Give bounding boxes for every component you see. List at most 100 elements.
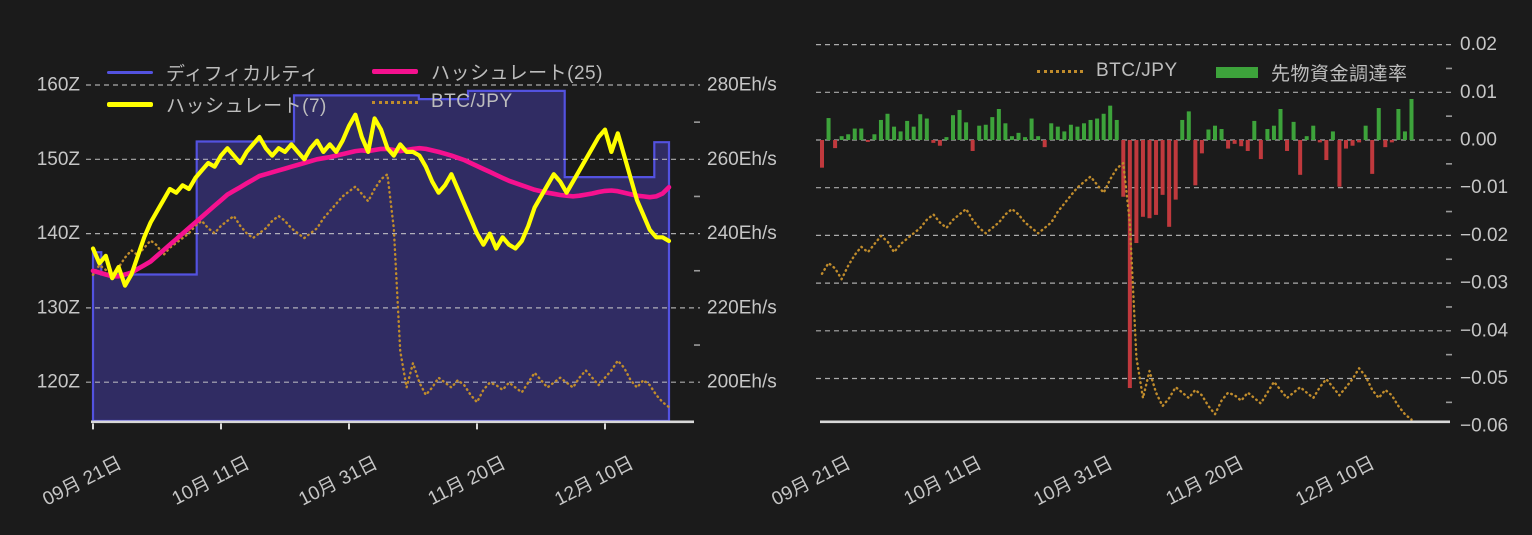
funding-bar-positive bbox=[951, 115, 955, 140]
btcjpy-line-left bbox=[91, 173, 671, 409]
x-tick bbox=[476, 423, 478, 430]
minor-tick bbox=[1446, 163, 1452, 165]
funding-bar-positive bbox=[977, 125, 982, 140]
funding-bar-positive bbox=[1016, 132, 1021, 140]
funding-y-axis-label: 0.02 bbox=[1460, 34, 1497, 55]
funding-bar-positive bbox=[1402, 131, 1407, 140]
x-tick bbox=[348, 423, 350, 430]
right-x-axis-label: 10月 11日 bbox=[901, 453, 986, 510]
funding-bar-negative bbox=[1226, 140, 1231, 149]
minor-tick bbox=[1446, 306, 1452, 308]
funding-bar-negative bbox=[1173, 140, 1178, 200]
legend-label-difficulty: ディフィカルティ bbox=[166, 64, 320, 85]
funding-bar-negative bbox=[833, 140, 838, 149]
funding-bar-positive bbox=[885, 113, 890, 140]
legend-item-btcjpy-right[interactable]: BTC/JPY bbox=[1037, 60, 1178, 82]
legend-label-hashrate25: ハッシュレート(25) bbox=[431, 63, 603, 84]
funding-bar-positive bbox=[911, 126, 916, 140]
funding-bar-positive bbox=[1003, 123, 1008, 140]
funding-bar-positive bbox=[898, 131, 903, 140]
funding-bar-positive bbox=[1271, 125, 1276, 140]
difficulty-area bbox=[91, 89, 671, 423]
x-tick bbox=[604, 423, 606, 430]
left-x-axis-line bbox=[91, 420, 694, 424]
funding-bar-negative bbox=[1337, 140, 1342, 187]
funding-bar-positive bbox=[1409, 98, 1414, 140]
legend-label-funding-rate: 先物資金調達率 bbox=[1271, 64, 1408, 85]
funding-bar-negative bbox=[1134, 140, 1139, 244]
right-y-axis-label: 240Eh/s bbox=[707, 223, 777, 244]
funding-bar-positive bbox=[1206, 129, 1211, 140]
legend-label-hashrate7: ハッシュレート(7) bbox=[166, 96, 327, 117]
funding-bar-positive bbox=[1088, 119, 1093, 140]
funding-bar-positive bbox=[1062, 131, 1067, 140]
funding-bar-positive bbox=[1108, 105, 1113, 140]
funding-bar-positive bbox=[1291, 121, 1296, 140]
right-x-axis-label: 09月 21日 bbox=[769, 453, 855, 511]
right-y-axis-label: 280Eh/s bbox=[707, 75, 777, 96]
right-x-axis-label: 10月 31日 bbox=[1031, 453, 1117, 511]
funding-bar-positive bbox=[1363, 125, 1368, 140]
funding-y-axis-label: 0.00 bbox=[1460, 130, 1497, 151]
funding-bar-positive bbox=[878, 119, 883, 140]
funding-bar-positive bbox=[905, 120, 910, 140]
funding-bar-negative bbox=[1389, 140, 1394, 143]
legend-item-btcjpy-left[interactable]: BTC/JPY bbox=[372, 91, 513, 113]
funding-bar-negative bbox=[931, 140, 936, 143]
right-x-axis-label: 12月 10日 bbox=[1293, 453, 1379, 511]
funding-bar-negative bbox=[1154, 140, 1159, 215]
funding-y-axis-label: −0.04 bbox=[1460, 320, 1509, 341]
funding-bar-positive bbox=[872, 134, 877, 140]
funding-bar-positive bbox=[996, 108, 1001, 140]
funding-bar-negative bbox=[1239, 140, 1244, 147]
difficulty-line-icon bbox=[107, 71, 153, 74]
funding-bar-positive bbox=[1265, 129, 1270, 140]
funding-bar-positive bbox=[1095, 118, 1100, 140]
funding-bar-negative bbox=[1357, 140, 1362, 143]
funding-bar-positive bbox=[1304, 136, 1309, 140]
funding-bar-positive bbox=[1396, 108, 1401, 140]
legend-item-hashrate7[interactable]: ハッシュレート(7) bbox=[107, 91, 327, 118]
funding-bar-positive bbox=[826, 118, 831, 140]
hashrate25-line bbox=[90, 145, 672, 279]
funding-bar-positive bbox=[1186, 111, 1191, 140]
funding-bar-negative bbox=[865, 140, 870, 142]
funding-bar-positive bbox=[918, 114, 923, 140]
funding-bar-positive bbox=[1114, 119, 1119, 140]
funding-bar-positive bbox=[1180, 119, 1185, 140]
funding-bar-negative bbox=[937, 140, 942, 146]
minor-tick bbox=[694, 195, 700, 198]
funding-bar-positive bbox=[1213, 125, 1217, 140]
left-y-axis-label: 160Z bbox=[37, 75, 81, 96]
funding-bar-positive bbox=[892, 126, 897, 140]
funding-y-axis-label: 0.01 bbox=[1460, 82, 1497, 103]
funding-bar-positive bbox=[944, 137, 949, 140]
funding-bar-positive bbox=[1055, 126, 1060, 140]
hashrate7-line bbox=[90, 112, 672, 288]
funding-bar-positive bbox=[1330, 131, 1335, 140]
minor-tick bbox=[1446, 353, 1452, 356]
legend-item-difficulty[interactable]: ディフィカルティ bbox=[107, 59, 319, 86]
funding-bar-positive bbox=[846, 134, 851, 140]
funding-bar-negative bbox=[1147, 140, 1152, 219]
funding-bar-negative bbox=[1127, 140, 1132, 389]
btcjpy-dotted-line-icon bbox=[372, 100, 418, 104]
funding-y-axis-label: −0.06 bbox=[1460, 416, 1508, 437]
funding-bar-positive bbox=[1023, 137, 1028, 140]
legend-item-funding-rate[interactable]: 先物資金調達率 bbox=[1216, 59, 1408, 86]
funding-bar-positive bbox=[1376, 108, 1381, 140]
funding-y-axis-label: −0.05 bbox=[1460, 368, 1508, 389]
funding-rate-bar-icon bbox=[1216, 67, 1258, 78]
funding-bar-negative bbox=[1383, 140, 1388, 148]
legend-label-btcjpy-left: BTC/JPY bbox=[431, 91, 513, 112]
funding-bar-positive bbox=[1219, 129, 1224, 140]
funding-bar-negative bbox=[1042, 140, 1047, 148]
funding-bar-positive bbox=[1278, 108, 1283, 140]
funding-bar-negative bbox=[1285, 140, 1290, 151]
funding-bar-negative bbox=[1193, 140, 1198, 186]
legend-item-hashrate25[interactable]: ハッシュレート(25) bbox=[372, 58, 603, 85]
funding-bar-positive bbox=[1068, 124, 1073, 140]
funding-bar-negative bbox=[820, 140, 824, 168]
